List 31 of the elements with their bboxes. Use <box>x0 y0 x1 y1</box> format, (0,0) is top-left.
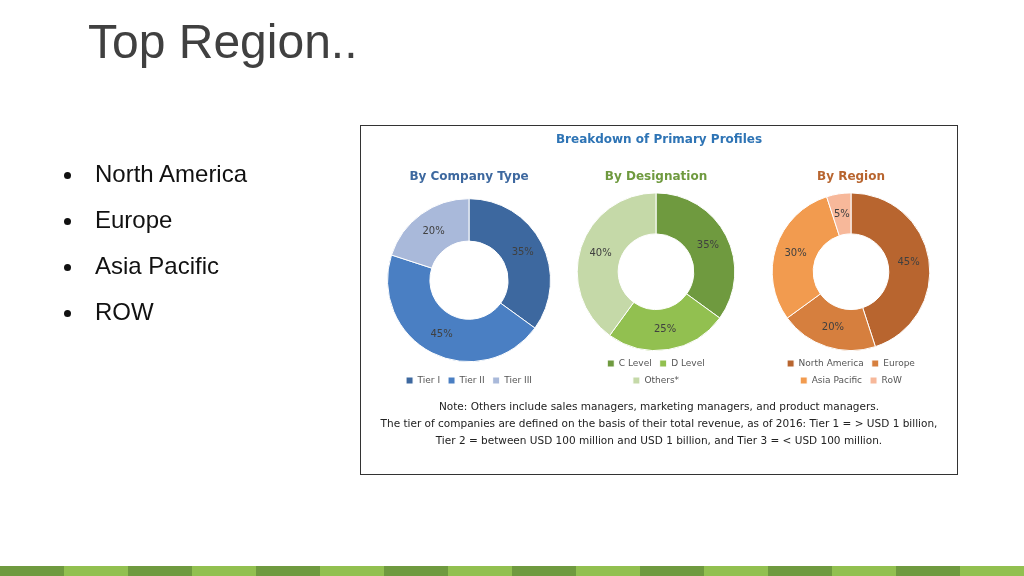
legend-label: Tier I <box>416 374 441 385</box>
data-label: 30% <box>784 247 807 259</box>
chart-title: By Company Type <box>409 169 529 184</box>
chart-title: By Region <box>816 169 886 184</box>
text: Breakdown of Primary Profiles <box>554 132 764 146</box>
legend-label: Others* <box>644 374 680 385</box>
data-label: 35% <box>696 238 720 250</box>
text: Note: Others include sales managers, marketing managers, and product managers. <box>437 399 881 414</box>
data-label: 20% <box>821 320 845 332</box>
data-label: 20% <box>422 225 445 236</box>
text: North America <box>95 160 248 187</box>
legend-label: Asia Pacific <box>811 374 863 385</box>
text: Asia Pacific <box>95 252 220 279</box>
text: The tier of companies are defined on the basis of their total revenue, as of 2016: Tier 1 = > USD 1 billion, Tier 2 = between USD 100 million and USD 1 billion, and Tier 3 = < USD 100 million. <box>379 416 939 448</box>
legend-label: Tier III <box>503 374 532 385</box>
legend-label: Europe <box>883 357 916 368</box>
data-label: 45% <box>430 327 453 339</box>
data-label: 25% <box>654 322 677 334</box>
legend-label: Tier II <box>458 374 485 385</box>
text: ROW <box>95 298 154 325</box>
text: Europe <box>95 206 173 233</box>
data-label: 35% <box>511 246 534 258</box>
data-label: 40% <box>589 247 612 259</box>
legend-label: D Level <box>671 357 705 368</box>
chart-title: By Designation <box>604 169 708 184</box>
data-label: 5% <box>833 207 850 219</box>
legend-label: RoW <box>881 374 902 385</box>
legend-label: North America <box>798 357 864 368</box>
legend-label: C Level <box>618 357 652 368</box>
data-label: 45% <box>897 256 920 268</box>
text: Top Region.. <box>88 14 358 69</box>
